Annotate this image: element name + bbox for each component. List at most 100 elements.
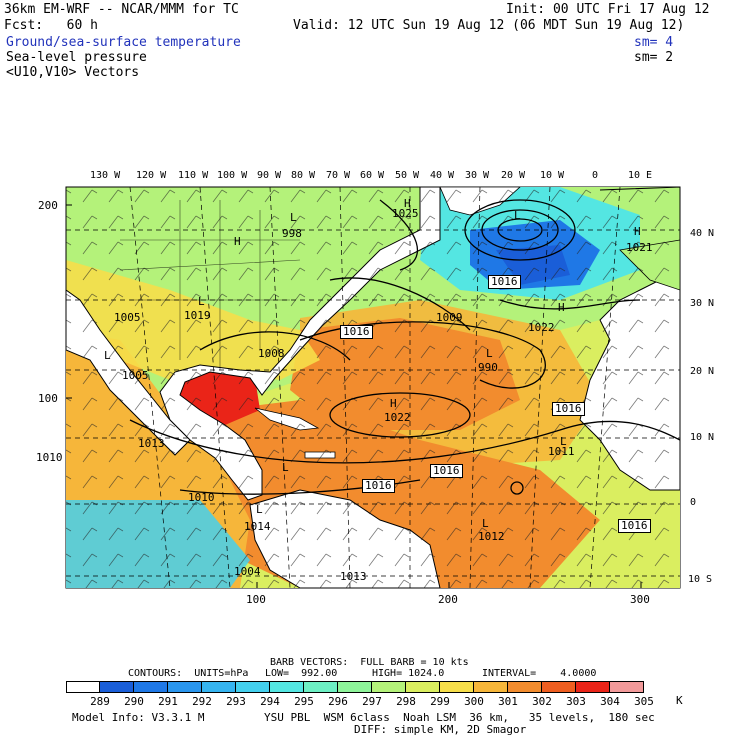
lon-label: 130 W [90,170,121,181]
diffusion-info: DIFF: simple KM, 2D Smagor [354,723,527,736]
contour-interval: INTERVAL= 4.0000 [482,668,597,679]
high-pressure-center: H [558,301,565,314]
colorbar-label: 289 [90,695,110,708]
grid-y-label: 100 [38,392,58,405]
colorbar-label: 298 [396,695,416,708]
isobar-label-boxed: 1016 [618,519,651,533]
grid-x-label: 200 [438,593,458,606]
isobar-label-boxed: 1016 [488,275,521,289]
valid-time: Valid: 12 UTC Sun 19 Aug 12 (06 MDT Sun … [293,18,685,33]
isobar-label: 1013 [138,437,165,450]
field-slp-label: Sea-level pressure [6,50,147,65]
isobar-label: 1014 [244,520,271,533]
lon-label: 0 [592,170,599,181]
isobar-label-boxed: 1016 [362,479,395,493]
high-pressure-center: H [404,197,411,210]
isobar-label: 998 [282,227,302,240]
colorbar-label: 301 [498,695,518,708]
colorbar-swatch [202,681,236,693]
colorbar-swatch [134,681,168,693]
isobar-label: 1025 [392,207,419,220]
lon-label: 10 W [540,170,565,181]
field-sst-label: Ground/sea-surface temperature [6,35,241,50]
lon-label: 110 W [178,170,209,181]
lon-label: 100 W [217,170,248,181]
low-pressure-center: L [256,503,263,516]
colorbar-swatch [474,681,508,693]
lon-label: 60 W [360,170,385,181]
low-pressure-center: L [560,435,567,448]
colorbar-label: 291 [158,695,178,708]
isobar-label: 1005 [122,369,149,382]
isobar-label-boxed: 1016 [340,325,373,339]
field-slp-smoothing: sm= 2 [634,50,674,65]
colorbar-swatch [338,681,372,693]
sst-field [66,187,680,588]
colorbar-label: 297 [362,695,382,708]
field-sst-smoothing: sm= 4 [634,35,674,50]
isobar-label: 1021 [626,241,653,254]
lon-label: 80 W [291,170,316,181]
colorbar-label: 292 [192,695,212,708]
grid-y-label: 200 [38,199,58,212]
field-vectors-label: <U10,V10> Vectors [6,65,140,80]
low-pressure-center: L [282,461,289,474]
physics-info: YSU PBL WSM 6class Noah LSM 36 km, 35 le… [264,711,655,724]
forecast-hour: Fcst: 60 h [4,18,98,33]
lat-label: 10 S [688,574,713,585]
colorbar-swatch [270,681,304,693]
colorbar-swatch [236,681,270,693]
isobar-label: 990 [478,361,498,374]
colorbar-swatch [576,681,610,693]
contour-units: CONTOURS: UNITS=hPa [128,668,249,679]
grid-x-label: 300 [630,593,650,606]
lat-label: 20 N [690,366,715,377]
lat-label: 0 [690,497,697,508]
colorbar-swatch [610,681,644,693]
isobar-label: 1008 [258,347,285,360]
isobar-label: 1010 [36,451,63,464]
isobar-label: 1022 [528,321,555,334]
isobar-label-boxed: 1016 [430,464,463,478]
lat-label: 30 N [690,298,715,309]
colorbar-swatch [372,681,406,693]
colorbar-swatch [406,681,440,693]
low-pressure-center: L [482,517,489,530]
colorbar-swatch [66,681,100,693]
lon-label: 20 W [501,170,526,181]
isobar-label: 1010 [188,491,215,504]
colorbar-swatch [508,681,542,693]
low-pressure-center: L [290,211,297,224]
high-pressure-center: H [634,225,641,238]
high-pressure-center: H [234,235,241,248]
low-pressure-center: L [104,349,111,362]
colorbar-label: 294 [260,695,280,708]
isobar-label: 1004 [234,565,261,578]
init-time: Init: 00 UTC Fri 17 Aug 12 [506,2,710,17]
contour-high: HIGH= 1024.0 [372,668,445,679]
low-pressure-center: L [514,209,521,222]
colorbar-label: 303 [566,695,586,708]
colorbar-unit: K [676,694,683,707]
colorbar-label: 290 [124,695,144,708]
colorbar-label: 293 [226,695,246,708]
colorbar-label: 304 [600,695,620,708]
model-title: 36km EM-WRF -- NCAR/MMM for TC [4,2,239,17]
isobar-label: 1005 [114,311,141,324]
lon-label: 120 W [136,170,167,181]
colorbar-swatch [542,681,576,693]
low-pressure-center: L [198,295,205,308]
colorbar-label: 295 [294,695,314,708]
isobar-label: 1009 [436,311,463,324]
colorbar-swatch [100,681,134,693]
colorbar-label: 296 [328,695,348,708]
colorbar-swatch [168,681,202,693]
barb-info: BARB VECTORS: FULL BARB = 10 kts [270,657,469,668]
lon-label: 90 W [257,170,282,181]
lat-label: 40 N [690,228,715,239]
colorbar-label: 299 [430,695,450,708]
isobar-label: 1013 [340,570,367,583]
contour-low: LOW= 992.00 [265,668,338,679]
isobar-label: 1012 [478,530,505,543]
